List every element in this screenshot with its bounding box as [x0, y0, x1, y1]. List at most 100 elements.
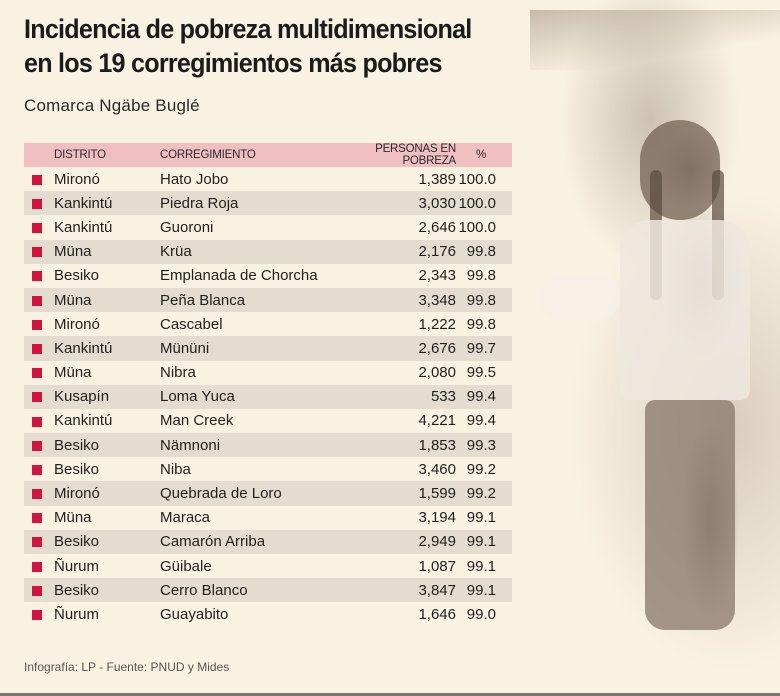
header-bullet-spacer	[24, 143, 50, 167]
cell-distrito: Ñurum	[54, 605, 100, 623]
table-row: Müna Maraca 3,194 99.1	[24, 506, 512, 530]
cell-personas: 2,176	[326, 239, 456, 264]
cell-corregimiento: Quebrada de Loro	[160, 481, 326, 506]
cell-corregimiento: Nämnoni	[160, 433, 326, 458]
bullet-square-icon	[32, 223, 42, 233]
header-pct: %	[456, 143, 512, 167]
cell-personas: 2,080	[418, 364, 456, 382]
header-personas: PERSONAS EN POBREZA	[326, 143, 456, 167]
chart-title: Incidencia de pobreza multidimensional e…	[24, 12, 489, 80]
row-bullet-cell	[24, 287, 50, 313]
cell-corregimiento: Guayabito	[160, 605, 229, 623]
row-bullet-cell	[24, 215, 50, 239]
cell-distrito: Besiko	[50, 578, 160, 603]
cell-personas: 3,348	[326, 287, 456, 313]
bullet-square-icon	[32, 537, 42, 548]
cell-pct: 99.1	[456, 529, 512, 554]
table-row: Müna Nibra 2,080 99.5	[24, 361, 512, 385]
cell-pct: 100.0	[456, 191, 512, 216]
cell-personas: 1,087	[418, 557, 456, 575]
cell-corregimiento: Cerro Blanco	[160, 578, 326, 603]
cell-corregimiento: Krüa	[160, 239, 326, 264]
photo-girl-body	[620, 220, 750, 400]
row-bullet-cell	[24, 578, 50, 603]
cell-distrito: Besiko	[50, 433, 160, 458]
cell-distrito: Besiko	[54, 460, 100, 478]
cell-personas: 2,646	[418, 218, 456, 236]
cell-pct: 99.1	[466, 509, 496, 527]
cell-corregimiento: Maraca	[160, 509, 211, 527]
table-row: Besiko Cerro Blanco 3,847 99.1	[24, 578, 512, 603]
bullet-square-icon	[32, 610, 42, 620]
table-row: Kankintú Mününi 2,676 99.7	[24, 336, 512, 361]
cell-pct: 99.1	[456, 578, 512, 603]
bullet-square-icon	[32, 343, 42, 354]
bullet-square-icon	[32, 585, 42, 596]
table-row: Besiko Niba 3,460 99.2	[24, 457, 512, 481]
cell-personas: 3,030	[326, 191, 456, 216]
header-corregimiento: CORREGIMIENTO	[160, 143, 326, 167]
cell-pct: 99.1	[466, 557, 496, 575]
cell-distrito: Kusapín	[50, 384, 160, 409]
row-bullet-cell	[24, 264, 50, 288]
cell-personas: 1,222	[418, 315, 456, 333]
cell-personas: 1,389	[418, 170, 456, 188]
table-row: Kusapín Loma Yuca 533 99.4	[24, 384, 512, 409]
cell-distrito: Mironó	[54, 315, 100, 333]
row-bullet-cell	[24, 409, 50, 433]
cell-pct: 99.8	[456, 239, 512, 264]
cell-corregimiento: Emplanada de Chorcha	[160, 267, 318, 285]
table-row: Mironó Cascabel 1,222 99.8	[24, 312, 512, 336]
cell-personas: 2,676	[326, 336, 456, 361]
cell-pct: 99.8	[456, 287, 512, 313]
table-row: Kankintú Man Creek 4,221 99.4	[24, 409, 512, 433]
row-bullet-cell	[24, 457, 50, 481]
bullet-square-icon	[32, 392, 42, 403]
row-bullet-cell	[24, 361, 50, 385]
table-row: Mironó Hato Jobo 1,389 100.0	[24, 167, 512, 191]
row-bullet-cell	[24, 506, 50, 530]
row-bullet-cell	[24, 384, 50, 409]
cell-corregimiento: Güibale	[160, 557, 212, 575]
cell-personas: 3,460	[418, 460, 456, 478]
header-distrito: DISTRITO	[50, 143, 160, 167]
cell-pct: 99.5	[466, 364, 496, 382]
cell-distrito: Mironó	[50, 481, 160, 506]
cell-corregimiento: Camarón Arriba	[160, 529, 326, 554]
cell-pct: 100.0	[458, 218, 496, 236]
cell-distrito: Kankintú	[50, 336, 160, 361]
cell-distrito: Kankintú	[50, 191, 160, 216]
cell-distrito: Kankintú	[54, 412, 113, 430]
cell-distrito: Müna	[50, 239, 160, 264]
table-row: Besiko Camarón Arriba 2,949 99.1	[24, 529, 512, 554]
photo-dog	[540, 275, 620, 320]
row-bullet-cell	[24, 312, 50, 336]
background-photo	[490, 0, 780, 696]
row-bullet-cell	[24, 602, 50, 626]
cell-corregimiento: Guoroni	[160, 218, 214, 236]
title-line-1: Incidencia de pobreza multidimensional	[24, 14, 472, 44]
table-row: Müna Peña Blanca 3,348 99.8	[24, 287, 512, 313]
row-bullet-cell	[24, 529, 50, 554]
cell-personas: 2,949	[326, 529, 456, 554]
cell-distrito: Müna	[54, 364, 92, 382]
cell-corregimiento: Man Creek	[160, 412, 234, 430]
cell-pct: 99.0	[466, 605, 496, 623]
cell-personas: 3,194	[418, 509, 456, 527]
cell-personas: 533	[326, 384, 456, 409]
source-credit: Infografía: LP - Fuente: PNUD y Mides	[24, 660, 230, 674]
cell-distrito: Müna	[54, 509, 92, 527]
cell-pct: 99.8	[466, 267, 496, 285]
bullet-square-icon	[32, 247, 42, 258]
cell-pct: 100.0	[458, 170, 496, 188]
cell-pct: 99.8	[466, 315, 496, 333]
row-bullet-cell	[24, 481, 50, 506]
cell-distrito: Mironó	[54, 170, 100, 188]
cell-personas: 4,221	[418, 412, 456, 430]
table-header-row: DISTRITO CORREGIMIENTO PERSONAS EN POBRE…	[24, 143, 512, 167]
bullet-square-icon	[32, 319, 42, 330]
row-bullet-cell	[24, 239, 50, 264]
bullet-square-icon	[32, 561, 42, 572]
bullet-square-icon	[32, 271, 42, 282]
cell-corregimiento: Nibra	[160, 364, 196, 382]
